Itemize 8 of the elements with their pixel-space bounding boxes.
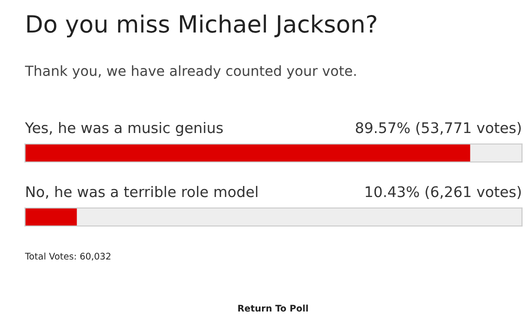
data-label: 10.43% (6,261 votes) [366, 186, 521, 199]
chart-subtitle: Thank you, we have already counted your vote. [24, 65, 356, 79]
y-tick-label: No, he was a terrible role model [26, 186, 258, 199]
chart-title: Do you miss Michael Jackson? [27, 14, 376, 38]
data-label: 89.57% (53,771 votes) [356, 122, 521, 135]
text: Total Votes: 60,032 [24, 252, 110, 261]
y-tick-label: Yes, he was a music genius [24, 122, 223, 136]
text: Return To Poll [238, 304, 308, 312]
